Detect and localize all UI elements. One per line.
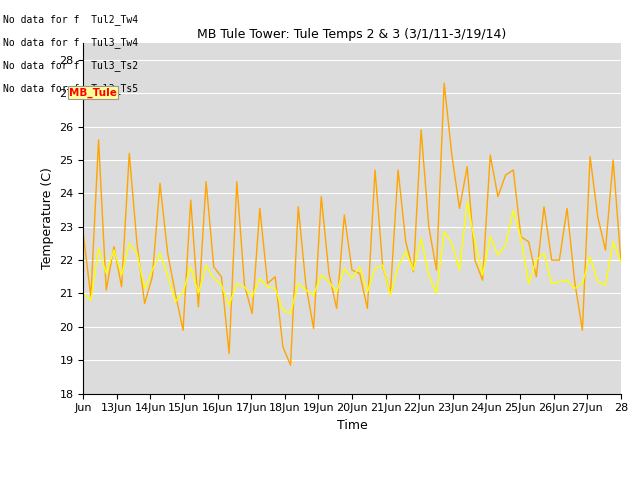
Tul2_Ts-2: [410, 269, 417, 275]
Tul2_Ts-2: [79, 230, 87, 236]
Line: Tul2_Ts-8: Tul2_Ts-8: [83, 202, 621, 313]
Tul2_Ts-2: [348, 267, 356, 273]
Legend: Tul2_Ts-2, Tul2_Ts-8: Tul2_Ts-2, Tul2_Ts-8: [244, 477, 460, 480]
Title: MB Tule Tower: Tule Temps 2 & 3 (3/1/11-3/19/14): MB Tule Tower: Tule Temps 2 & 3 (3/1/11-…: [197, 28, 507, 41]
Tul2_Ts-8: [79, 290, 87, 296]
Tul2_Ts-8: [95, 246, 102, 252]
Tul2_Ts-8: [579, 281, 586, 287]
Text: MB_Tule: MB_Tule: [69, 87, 116, 97]
Tul2_Ts-2: [440, 80, 448, 86]
Line: Tul2_Ts-2: Tul2_Ts-2: [83, 83, 621, 365]
Y-axis label: Temperature (C): Temperature (C): [41, 168, 54, 269]
Tul2_Ts-8: [617, 259, 625, 264]
Tul2_Ts-8: [287, 311, 294, 316]
X-axis label: Time: Time: [337, 419, 367, 432]
Tul2_Ts-8: [348, 276, 356, 281]
Tul2_Ts-2: [95, 137, 102, 143]
Tul2_Ts-8: [463, 199, 471, 204]
Tul2_Ts-2: [579, 327, 586, 333]
Tul2_Ts-2: [287, 362, 294, 368]
Tul2_Ts-2: [617, 257, 625, 263]
Text: No data for f  Tul3_Tw4: No data for f Tul3_Tw4: [3, 37, 138, 48]
Text: No data for f  Tul3_Ts2: No data for f Tul3_Ts2: [3, 60, 138, 72]
Text: No data for f  Tul2_Tw4: No data for f Tul2_Tw4: [3, 14, 138, 25]
Tul2_Ts-2: [156, 180, 164, 186]
Text: No data for f  Tul3_Ts5: No data for f Tul3_Ts5: [3, 84, 138, 95]
Tul2_Ts-8: [410, 267, 417, 273]
Tul2_Ts-2: [602, 247, 609, 253]
Tul2_Ts-8: [156, 251, 164, 256]
Tul2_Ts-8: [602, 282, 609, 288]
